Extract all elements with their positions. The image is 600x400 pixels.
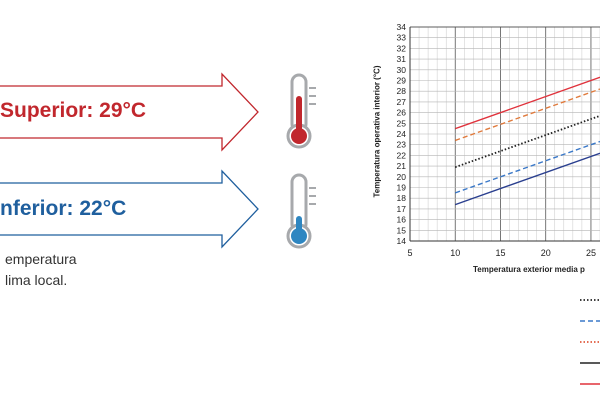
y-tick-label: 26: [397, 108, 407, 118]
y-tick-label: 21: [397, 161, 407, 171]
upper-limit-label: Superior: 29°C: [0, 99, 147, 122]
y-tick-label: 20: [397, 172, 407, 182]
thermometer-cold-icon: [286, 173, 316, 249]
y-tick-label: 19: [397, 183, 407, 193]
y-tick-label: 32: [397, 43, 407, 53]
y-tick-label: 18: [397, 193, 407, 203]
caption-line-2: lima local.: [5, 272, 68, 288]
series-line-dotted: [454, 114, 600, 169]
x-tick-label: 5: [407, 248, 412, 258]
series-line-dashed: [455, 88, 600, 142]
y-tick-label: 29: [397, 76, 407, 86]
y-tick-label: 15: [397, 225, 407, 235]
caption-line-1: emperatura: [5, 251, 77, 267]
lower-arrow-shape: [0, 169, 259, 249]
y-tick-label: 24: [397, 129, 407, 139]
y-tick-label: 22: [397, 150, 407, 160]
series-line-dashed: [455, 140, 600, 194]
chart-axes: 1415161718192021222324252627282930313233…: [397, 22, 600, 258]
upper-arrow-shape: [0, 72, 259, 152]
x-tick-label: 10: [450, 248, 460, 258]
y-tick-label: 23: [397, 140, 407, 150]
y-tick-label: 17: [397, 204, 407, 214]
y-tick-label: 30: [397, 65, 407, 75]
y-tick-label: 14: [397, 236, 407, 246]
series-line-solid: [455, 152, 600, 206]
chart-grid: [409, 26, 600, 242]
y-tick-label: 16: [397, 215, 407, 225]
chart-series: [454, 76, 600, 206]
lower-limit-label: nferior: 22°C: [0, 197, 127, 220]
x-tick-label: 20: [541, 248, 551, 258]
series-line-solid: [455, 76, 600, 130]
y-tick-label: 28: [397, 86, 407, 96]
chart-legend: [580, 299, 600, 385]
y-tick-label: 31: [397, 54, 407, 64]
y-tick-label: 27: [397, 97, 407, 107]
y-tick-label: 25: [397, 118, 407, 128]
x-tick-label: 25: [586, 248, 596, 258]
thermometer-hot-icon: [286, 73, 316, 149]
x-tick-label: 15: [495, 248, 505, 258]
y-tick-label: 34: [397, 22, 407, 32]
y-tick-label: 33: [397, 33, 407, 43]
x-axis-title: Temperatura exterior media p: [473, 265, 585, 274]
y-axis-title: Temperatura operativa interior (°C): [372, 65, 382, 198]
